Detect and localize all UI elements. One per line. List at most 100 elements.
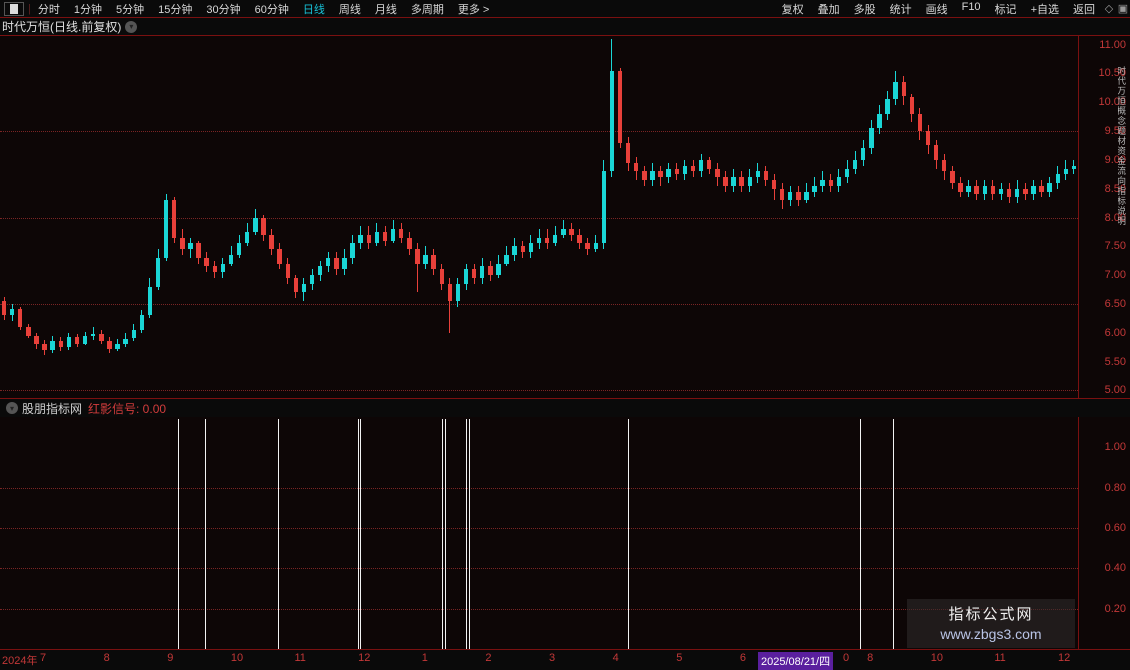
candle-body[interactable] [512,246,516,255]
candle-body[interactable] [902,82,906,96]
candle-body[interactable] [310,275,314,284]
candle-body[interactable] [658,171,662,177]
candle-body[interactable] [804,192,808,201]
candle-body[interactable] [132,330,136,339]
x-axis-tick-1-6[interactable]: 1 [422,652,428,664]
candle-body[interactable] [691,166,695,172]
candle-body[interactable] [999,189,1003,195]
candle-body[interactable] [983,186,987,195]
x-axis-tick-12-16[interactable]: 12 [1058,652,1070,664]
candle-body[interactable] [67,337,71,347]
period-tab-多周期[interactable]: 多周期 [404,1,451,17]
candle-body[interactable] [594,243,598,249]
x-axis-tick-8-1[interactable]: 8 [104,652,110,664]
candle-body[interactable] [99,334,103,341]
candle-body[interactable] [334,258,338,270]
candle-body[interactable] [1015,189,1019,198]
candle-body[interactable] [148,287,152,316]
x-axis-tick-4-9[interactable]: 4 [613,652,619,664]
candle-body[interactable] [812,186,816,192]
action-button-叠加[interactable]: 叠加 [811,1,847,17]
x-axis[interactable]: 2024年 789101112123456781011122025/08/21/… [0,649,1130,666]
candle-body[interactable] [569,229,573,235]
action-button-多股[interactable]: 多股 [847,1,883,17]
candle-body[interactable] [229,255,233,264]
signal-spike-1[interactable] [205,419,206,649]
candle-body[interactable] [383,232,387,241]
candle-body[interactable] [172,200,176,237]
candle-body[interactable] [634,163,638,172]
candle-body[interactable] [277,249,281,263]
candle-body[interactable] [683,166,687,175]
candle-body[interactable] [739,177,743,186]
candle-body[interactable] [845,169,849,178]
x-axis-tick-9-2[interactable]: 9 [167,652,173,664]
period-tab-60分钟[interactable]: 60分钟 [248,1,296,17]
candle-body[interactable] [602,171,606,243]
candle-body[interactable] [456,284,460,301]
period-tab-更多 >[interactable]: 更多 > [451,1,496,17]
candle-body[interactable] [1031,186,1035,195]
ticker-dropdown-caret[interactable]: ▾ [125,21,137,33]
signal-spike-10[interactable] [860,419,861,649]
signal-spike-4[interactable] [360,419,361,649]
candle-body[interactable] [1047,183,1051,192]
candle-body[interactable] [115,344,119,349]
candle-body[interactable] [107,341,111,348]
action-button-统计[interactable]: 统计 [883,1,919,17]
candle-body[interactable] [764,171,768,180]
signal-spike-6[interactable] [445,419,446,649]
candle-body[interactable] [772,180,776,189]
signal-spike-8[interactable] [469,419,470,649]
candle-body[interactable] [796,192,800,201]
candle-body[interactable] [610,71,614,172]
candle-body[interactable] [1056,174,1060,183]
candle-body[interactable] [504,255,508,264]
candle-body[interactable] [885,99,889,113]
candle-body[interactable] [950,171,954,183]
candle-body[interactable] [545,238,549,244]
signal-spike-9[interactable] [628,419,629,649]
candle-body[interactable] [399,229,403,238]
candle-body[interactable] [561,229,565,235]
candle-body[interactable] [869,128,873,148]
action-button-返回[interactable]: 返回 [1066,1,1102,17]
period-tab-5分钟[interactable]: 5分钟 [109,1,151,17]
candle-body[interactable] [391,229,395,241]
candle-body[interactable] [480,266,484,278]
layout-icon[interactable] [4,2,24,16]
candle-body[interactable] [123,339,127,345]
candle-body[interactable] [877,114,881,128]
candle-body[interactable] [407,238,411,250]
candle-body[interactable] [788,192,792,201]
candle-body[interactable] [358,235,362,244]
period-tab-分时[interactable]: 分时 [31,1,67,17]
x-axis-tick-2-7[interactable]: 2 [485,652,491,664]
candle-body[interactable] [294,278,298,292]
candle-body[interactable] [1064,169,1068,175]
candle-body[interactable] [164,200,168,258]
candle-body[interactable] [966,186,970,192]
signal-spike-3[interactable] [358,419,359,649]
candle-body[interactable] [180,238,184,250]
candle-body[interactable] [59,341,63,347]
candle-body[interactable] [918,114,922,131]
candle-body[interactable] [18,309,22,327]
candle-body[interactable] [261,218,265,235]
candle-body[interactable] [699,160,703,172]
candle-body[interactable] [756,171,760,177]
candle-body[interactable] [448,284,452,301]
candle-body[interactable] [140,315,144,329]
candle-body[interactable] [221,264,225,273]
candle-body[interactable] [521,246,525,252]
candle-body[interactable] [431,255,435,269]
candle-body[interactable] [537,238,541,244]
candle-body[interactable] [367,235,371,244]
candle-body[interactable] [269,235,273,249]
x-axis-tick-7-0[interactable]: 7 [40,652,46,664]
action-button-画线[interactable]: 画线 [919,1,955,17]
candle-body[interactable] [723,177,727,186]
candle-body[interactable] [820,180,824,186]
panel-toggle-icon[interactable]: ▣ [1116,2,1130,15]
candle-body[interactable] [188,243,192,249]
